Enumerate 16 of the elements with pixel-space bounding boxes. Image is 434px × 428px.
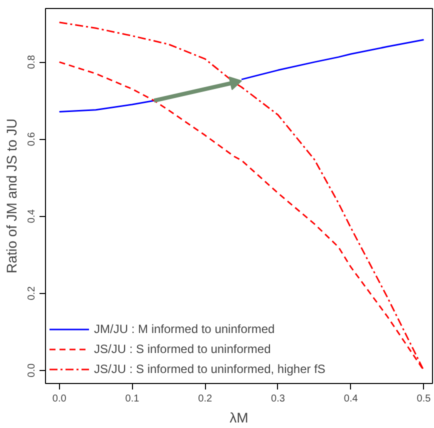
x-tick-label: 0.5: [416, 394, 432, 404]
legend-label: JM/JU : M informed to uninformed: [94, 322, 275, 336]
x-tick-label: 0.0: [52, 394, 67, 404]
y-tick-label: 0.2: [26, 286, 38, 300]
y-axis-title: Ratio of JM and JS to JU: [4, 118, 20, 274]
x-tick-label: 0.2: [198, 394, 212, 404]
x-tick-label: 0.3: [271, 394, 286, 404]
x-axis-title: λM: [230, 410, 248, 426]
y-tick-label: 0.4: [26, 208, 38, 224]
x-tick-label: 0.1: [125, 394, 140, 404]
y-tick-label: 0.8: [26, 54, 38, 70]
y-tick-label: 0.0: [26, 363, 38, 378]
y-tick-label: 0.6: [26, 132, 38, 146]
legend-label: JS/JU : S informed to uninformed, higher fS: [94, 362, 326, 376]
x-tick-label: 0.4: [344, 394, 358, 404]
legend-label: JS/JU : S informed to uninformed: [94, 342, 271, 356]
